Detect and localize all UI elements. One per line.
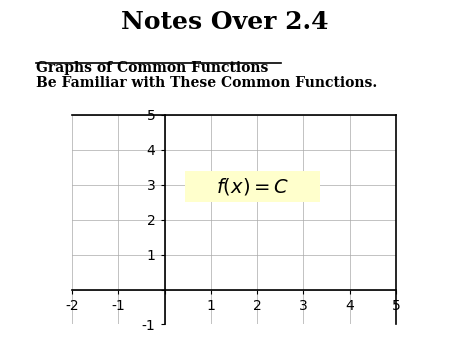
Bar	[185, 171, 320, 201]
Text: Graphs of Common Functions: Graphs of Common Functions	[36, 61, 268, 75]
Text: $f(x)=C$: $f(x)=C$	[216, 176, 289, 197]
Text: Notes Over 2.4: Notes Over 2.4	[121, 10, 329, 34]
Text: Be Familiar with These Common Functions.: Be Familiar with These Common Functions.	[36, 76, 377, 90]
